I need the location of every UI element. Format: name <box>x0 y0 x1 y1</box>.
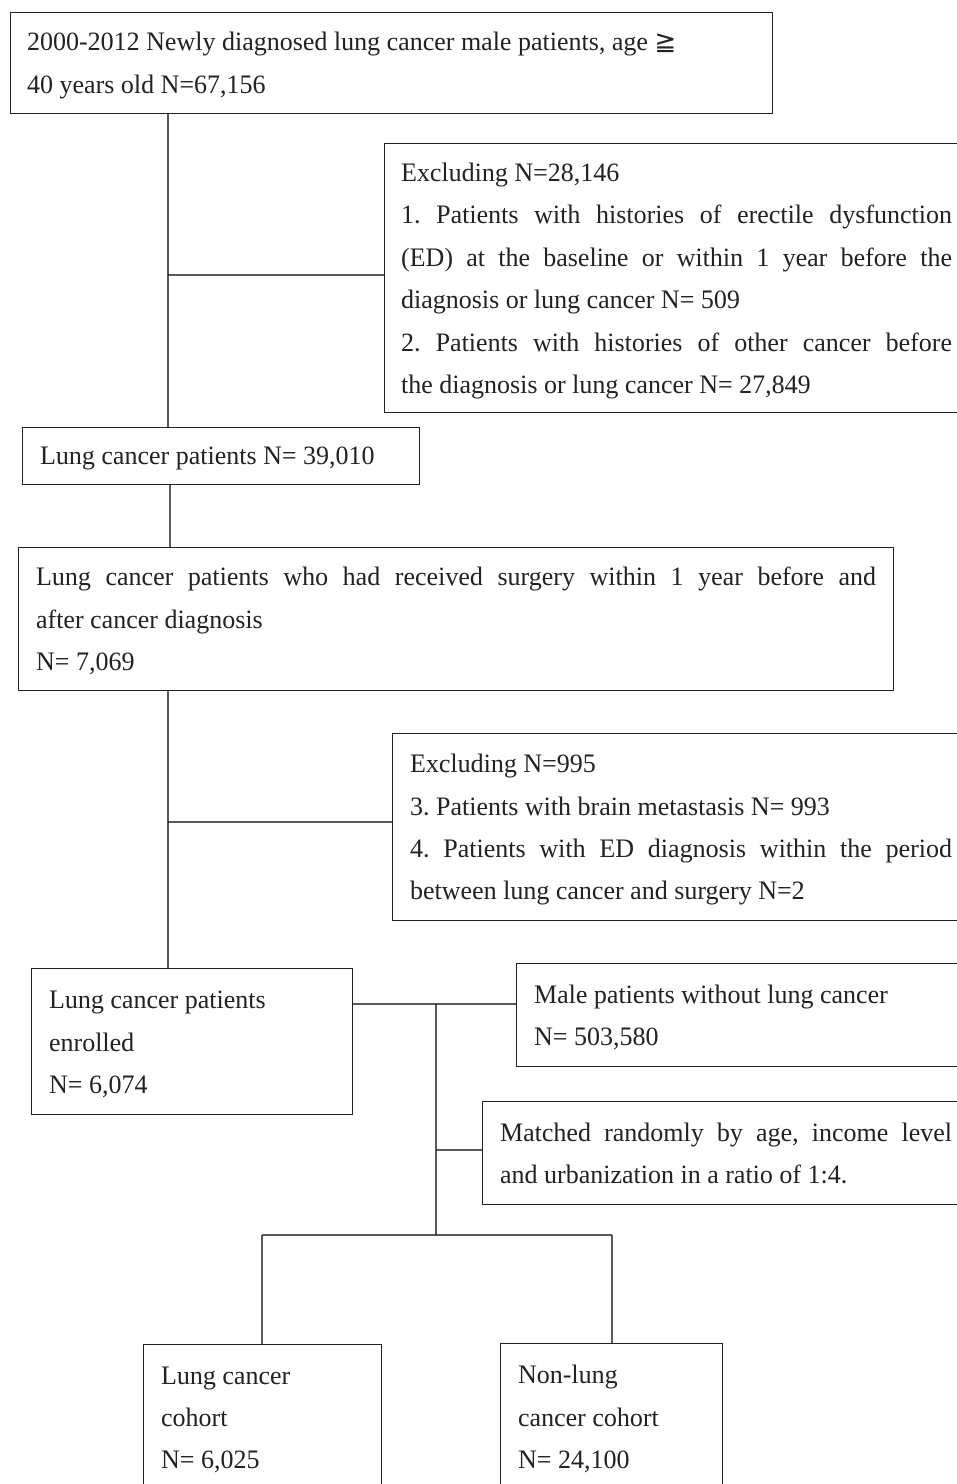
node-text: N= 6,074 <box>49 1070 148 1099</box>
node-text: diagnosis or lung cancer N= 509 <box>401 285 740 314</box>
box <box>18 547 894 691</box>
node-text: cohort <box>161 1403 228 1432</box>
node-text: 2. Patients with histories of other canc… <box>401 328 952 357</box>
box <box>500 1343 723 1484</box>
node-text: cancer cohort <box>518 1403 659 1432</box>
node-text: Matched randomly by age, income level <box>500 1118 952 1147</box>
node-text: 3. Patients with brain metastasis N= 993 <box>410 792 830 821</box>
node-text: N= 24,100 <box>518 1445 630 1474</box>
node-text: Lung cancer patients <box>49 985 266 1014</box>
box <box>31 968 353 1115</box>
box <box>392 733 957 921</box>
box <box>143 1344 382 1484</box>
node-text: Non-lung <box>518 1360 618 1389</box>
node-text: (ED) at the baseline or within 1 year be… <box>401 243 952 272</box>
node-text: 4. Patients with ED diagnosis within the… <box>410 834 952 863</box>
node-text: N= 503,580 <box>534 1022 659 1051</box>
node-text: Excluding N=28,146 <box>401 158 620 187</box>
box <box>384 143 957 413</box>
node-text: N= 7,069 <box>36 647 135 676</box>
node-text: 2000-2012 Newly diagnosed lung cancer ma… <box>27 27 677 56</box>
node-text: Lung cancer <box>161 1361 291 1390</box>
node-text: enrolled <box>49 1028 135 1057</box>
node-text: Lung cancer patients who had received su… <box>36 562 876 591</box>
node-text: 1. Patients with histories of erectile d… <box>401 200 952 229</box>
box <box>22 427 420 485</box>
node-text: and urbanization in a ratio of 1:4. <box>500 1160 848 1189</box>
node-text: 40 years old N=67,156 <box>27 70 266 99</box>
box <box>482 1101 957 1205</box>
node-text: Lung cancer patients N= 39,010 <box>40 441 375 470</box>
node-text: between lung cancer and surgery N=2 <box>410 876 805 905</box>
node-text: Male patients without lung cancer <box>534 980 888 1009</box>
node-text: after cancer diagnosis <box>36 605 263 634</box>
box <box>516 963 957 1067</box>
box <box>10 12 773 114</box>
node-text: the diagnosis or lung cancer N= 27,849 <box>401 370 811 399</box>
node-text: N= 6,025 <box>161 1445 260 1474</box>
node-text: Excluding N=995 <box>410 749 596 778</box>
